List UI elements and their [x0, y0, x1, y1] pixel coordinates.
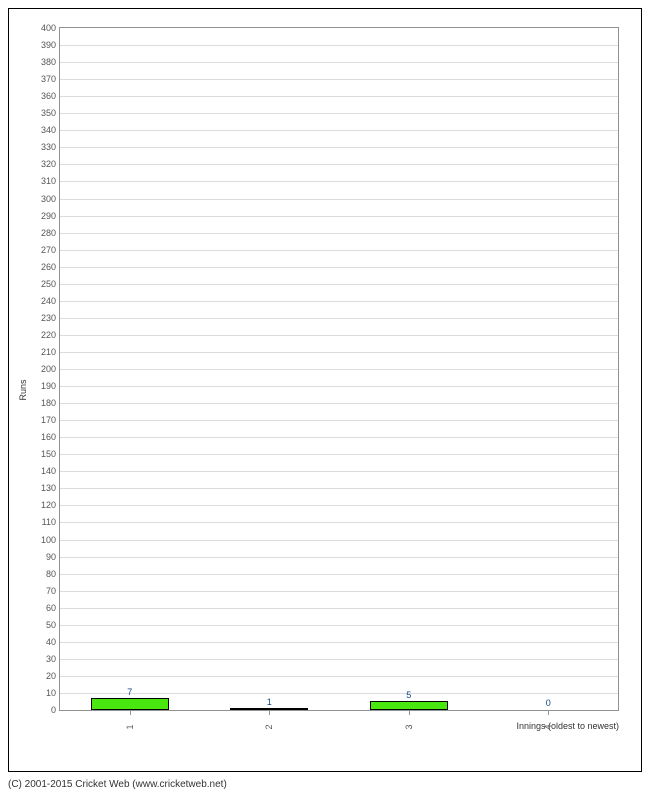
gridline	[60, 318, 618, 319]
chart-frame: Runs 01020304050607080901001101201301401…	[8, 8, 642, 772]
ytick-label: 250	[41, 279, 56, 289]
ytick-label: 110	[42, 517, 56, 527]
gridline	[60, 505, 618, 506]
gridline	[60, 591, 618, 592]
ytick-label: 380	[41, 57, 56, 67]
gridline	[60, 454, 618, 455]
gridline	[60, 386, 618, 387]
ytick-label: 130	[41, 483, 56, 493]
ytick-label: 290	[41, 211, 56, 221]
gridline	[60, 403, 618, 404]
ytick-label: 400	[41, 23, 56, 33]
bar: 7	[91, 698, 169, 710]
gridline	[60, 352, 618, 353]
gridline	[60, 250, 618, 251]
ytick-label: 310	[41, 176, 56, 186]
gridline	[60, 488, 618, 489]
ytick-label: 330	[41, 142, 56, 152]
ytick-label: 30	[46, 654, 56, 664]
ytick-label: 170	[41, 415, 56, 425]
ytick-label: 120	[41, 500, 56, 510]
gridline	[60, 96, 618, 97]
ytick-label: 90	[46, 552, 56, 562]
gridline	[60, 233, 618, 234]
gridline	[60, 659, 618, 660]
ytick-label: 240	[41, 296, 56, 306]
ytick-label: 60	[46, 603, 56, 613]
ytick-label: 260	[41, 262, 56, 272]
gridline	[60, 181, 618, 182]
gridline	[60, 625, 618, 626]
gridline	[60, 574, 618, 575]
xtick-mark	[409, 710, 410, 715]
gridline	[60, 267, 618, 268]
ytick-label: 140	[41, 466, 56, 476]
gridline	[60, 540, 618, 541]
ytick-label: 40	[46, 637, 56, 647]
ytick-label: 280	[41, 228, 56, 238]
ytick-label: 10	[46, 688, 56, 698]
xtick-mark	[269, 710, 270, 715]
chart-container: Runs 01020304050607080901001101201301401…	[0, 0, 650, 800]
ytick-label: 20	[46, 671, 56, 681]
gridline	[60, 113, 618, 114]
gridline	[60, 335, 618, 336]
gridline	[60, 199, 618, 200]
gridline	[60, 130, 618, 131]
gridline	[60, 284, 618, 285]
gridline	[60, 45, 618, 46]
ytick-label: 350	[41, 108, 56, 118]
gridline	[60, 369, 618, 370]
gridline	[60, 301, 618, 302]
gridline	[60, 676, 618, 677]
y-axis-label: Runs	[18, 379, 28, 400]
ytick-label: 370	[41, 74, 56, 84]
xtick-mark	[548, 710, 549, 715]
ytick-label: 300	[41, 194, 56, 204]
ytick-label: 0	[51, 705, 56, 715]
gridline	[60, 437, 618, 438]
gridline	[60, 164, 618, 165]
copyright-text: (C) 2001-2015 Cricket Web (www.cricketwe…	[8, 779, 227, 790]
xtick-mark	[130, 710, 131, 715]
ytick-label: 360	[41, 91, 56, 101]
gridline	[60, 420, 618, 421]
plot-area: 0102030405060708090100110120130140150160…	[59, 27, 619, 711]
gridline	[60, 522, 618, 523]
gridline	[60, 608, 618, 609]
bar-value-label: 5	[406, 690, 411, 700]
ytick-label: 190	[41, 381, 56, 391]
gridline	[60, 693, 618, 694]
ytick-label: 210	[41, 347, 56, 357]
ytick-label: 70	[46, 586, 56, 596]
bar-value-label: 0	[546, 698, 551, 708]
ytick-label: 100	[41, 535, 56, 545]
ytick-label: 160	[41, 432, 56, 442]
ytick-label: 230	[41, 313, 56, 323]
gridline	[60, 471, 618, 472]
gridline	[60, 557, 618, 558]
gridline	[60, 642, 618, 643]
ytick-label: 220	[41, 330, 56, 340]
bar-value-label: 7	[127, 687, 132, 697]
ytick-label: 80	[46, 569, 56, 579]
ytick-label: 270	[41, 245, 56, 255]
gridline	[60, 79, 618, 80]
ytick-label: 50	[46, 620, 56, 630]
ytick-label: 340	[41, 125, 56, 135]
bar: 5	[370, 701, 448, 710]
ytick-label: 390	[41, 40, 56, 50]
bar-value-label: 1	[267, 697, 272, 707]
gridline	[60, 62, 618, 63]
ytick-label: 320	[41, 159, 56, 169]
xtick-label: 2	[264, 724, 274, 729]
x-axis-label: Innings (oldest to newest)	[516, 721, 619, 731]
xtick-label: 3	[404, 724, 414, 729]
xtick-label: 1	[125, 724, 135, 729]
ytick-label: 150	[41, 449, 56, 459]
ytick-label: 200	[41, 364, 56, 374]
gridline	[60, 147, 618, 148]
ytick-label: 180	[41, 398, 56, 408]
gridline	[60, 216, 618, 217]
